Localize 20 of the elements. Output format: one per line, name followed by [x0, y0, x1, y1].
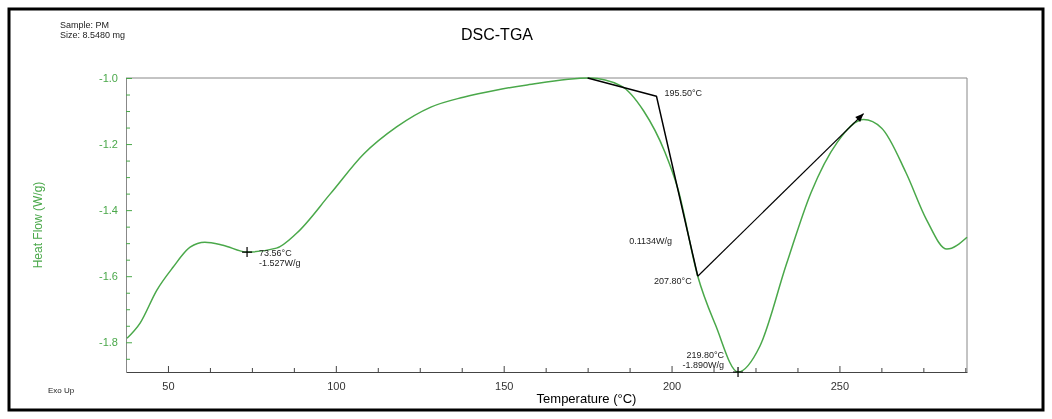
x-axis-title: Temperature (°C)	[536, 391, 637, 406]
text: Sample: PM Size: 8.5480 mg	[60, 20, 126, 40]
chart-title: DSC-TGA	[461, 26, 534, 43]
annotation: 195.50°C	[664, 88, 703, 99]
annotation: 219.80°C -1.890W/g	[682, 350, 725, 370]
annotation: 0.1134W/g	[629, 236, 672, 246]
y-tick-label: -1.4	[99, 204, 118, 217]
y-tick-label: -1.0	[99, 72, 118, 85]
y-tick-label: -1.8	[99, 336, 118, 349]
annotation: 73.56°C -1.527W/g	[259, 248, 301, 268]
y-tick-label: -1.6	[99, 270, 118, 283]
annotation: 207.80°C	[654, 276, 693, 287]
y-tick-label: -1.2	[99, 138, 118, 151]
x-tick-label: 50	[162, 379, 175, 392]
x-tick-label: 200	[662, 379, 682, 392]
x-tick-label: 250	[830, 379, 850, 392]
text: Exo Up	[48, 386, 75, 395]
y-axis-title: Heat Flow (W/g)	[31, 181, 45, 269]
x-tick-label: 100	[327, 379, 346, 392]
x-tick-label: 150	[495, 379, 514, 392]
